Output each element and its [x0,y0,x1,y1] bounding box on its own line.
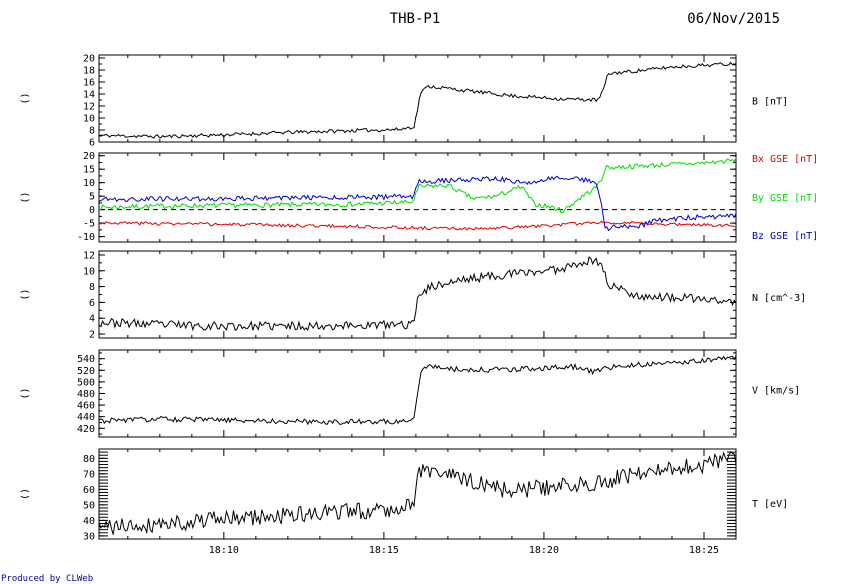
y-tick-label: 20 [83,54,95,65]
y-tick-label: 0 [89,205,95,216]
series-line [98,157,737,214]
y-tick-label: 8 [89,282,95,293]
x-tick-label: 18:10 [209,545,239,556]
y-tick-label: -10 [77,232,95,243]
y-tick-label: 540 [77,354,95,365]
panel-3: 2 4 6 8 10 12 N [cm^-3] () [20,250,806,340]
y-axis-label: () [20,387,31,399]
y-tick-label: 14 [83,90,95,101]
series-label: Bz GSE [nT] [752,231,818,242]
series-label: N [cm^-3] [752,293,806,304]
y-tick-label: 6 [89,298,95,309]
series-label: V [km/s] [752,386,800,397]
series-line [98,220,737,231]
y-tick-label: 10 [83,114,95,125]
y-tick-label: 6 [89,138,95,149]
x-tick-label: 18:25 [689,545,719,556]
series-label: Bx GSE [nT] [752,154,818,165]
y-tick-label: 18 [83,66,95,77]
x-tick-label: 18:20 [529,545,559,556]
series-line [98,451,737,535]
y-tick-label: 10 [83,178,95,189]
y-axis-label: () [20,191,31,203]
series-line [98,355,737,426]
series-label: By GSE [nT] [752,193,818,204]
y-tick-label: 40 [83,516,95,527]
y-tick-label: 420 [77,424,95,435]
y-tick-label: 12 [83,102,95,113]
series-line [98,175,737,232]
y-tick-label: 60 [83,485,95,496]
y-tick-label: 10 [83,266,95,277]
series-label: B [nT] [752,97,788,108]
y-axis-label: () [20,92,31,104]
y-tick-label: 15 [83,165,95,176]
y-tick-label: 460 [77,401,95,412]
y-axis-label: () [20,488,31,500]
panel-frame [98,152,737,243]
series-label: T [eV] [752,499,788,510]
credit-text: Produced by CLWeb [1,574,93,584]
y-tick-label: 5 [89,192,95,203]
y-tick-label: 50 [83,500,95,511]
y-tick-label: 440 [77,412,95,423]
y-tick-label: 4 [89,314,95,325]
y-tick-label: 80 [83,454,95,465]
plot-title: THB-P1 [390,11,441,27]
series-line [98,256,737,332]
y-tick-label: 30 [83,531,95,542]
y-tick-label: 500 [77,377,95,388]
y-tick-label: -5 [83,219,95,230]
y-tick-label: 2 [89,330,95,341]
panel-frame [98,448,737,540]
x-tick-label: 18:15 [369,545,399,556]
panel-frame [98,54,737,143]
y-tick-label: 70 [83,469,95,480]
y-tick-label: 12 [83,250,95,261]
y-tick-label: 20 [83,151,95,162]
panel-5: 30 40 50 60 70 80 T [eV] () [20,448,788,542]
y-tick-label: 8 [89,126,95,137]
y-tick-label: 480 [77,389,95,400]
y-tick-label: 16 [83,78,95,89]
panel-2: -10 -5 0 5 10 15 20 Bx GSE [nT] By GSE [nT] Bz GS… [20,151,818,243]
y-axis-label: () [20,288,31,300]
y-tick-label: 520 [77,366,95,377]
time-axis-labels: 18:10 18:15 18:20 18:25 [209,545,719,556]
series-line [98,61,737,139]
plot-date: 06/Nov/2015 [687,11,780,27]
